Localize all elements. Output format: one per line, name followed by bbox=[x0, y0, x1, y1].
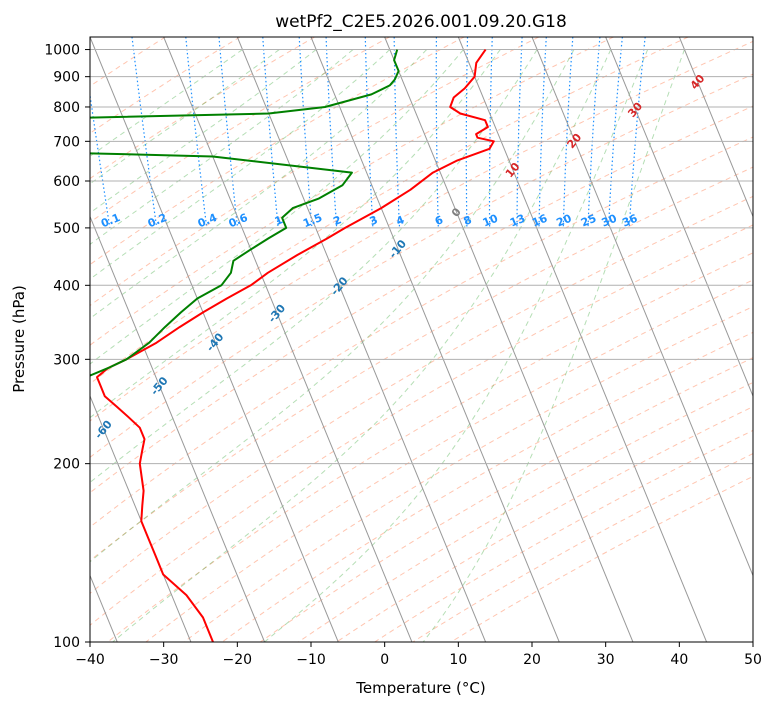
x-tick-label: 10 bbox=[449, 652, 467, 668]
isotherm bbox=[236, 37, 487, 642]
mixing-ratio-line bbox=[185, 37, 208, 228]
moist-adiabat bbox=[90, 49, 501, 419]
temperature-line bbox=[96, 49, 495, 642]
mixing-ratio-line bbox=[607, 37, 623, 228]
moist-adiabat bbox=[112, 49, 612, 642]
isotherm bbox=[678, 37, 753, 218]
mixing-ratio-line bbox=[218, 37, 239, 228]
x-tick-label: −40 bbox=[75, 652, 105, 668]
moist-adiabats bbox=[90, 49, 685, 642]
dry-adiabat bbox=[90, 37, 465, 266]
y-tick-label: 700 bbox=[53, 134, 80, 150]
pressure-gridlines bbox=[90, 49, 753, 642]
isotherm bbox=[752, 37, 753, 39]
moist-adiabat bbox=[90, 49, 538, 484]
y-axis: 100 200 300 400 500 600 700 800 900 1000 bbox=[44, 43, 90, 651]
isotherm bbox=[457, 37, 708, 642]
mixing-ratio-label: 13 bbox=[508, 212, 527, 230]
dry-adiabat bbox=[90, 37, 390, 223]
dry-adiabat bbox=[107, 252, 753, 642]
mixing-ratio-label: 16 bbox=[530, 212, 549, 230]
x-tick-label: 30 bbox=[597, 652, 615, 668]
y-tick-label: 600 bbox=[53, 174, 80, 190]
y-tick-label: 100 bbox=[53, 635, 80, 651]
x-axis: −40 −30 −20 −10 0 10 20 30 40 50 bbox=[75, 642, 762, 668]
isotherm bbox=[384, 37, 634, 642]
mixing-ratio-label: 25 bbox=[579, 212, 598, 230]
x-axis-title: Temperature (°C) bbox=[355, 679, 485, 697]
skewed-isotherms bbox=[90, 37, 753, 642]
mixing-ratio-label: 3 bbox=[368, 213, 380, 228]
isotherm bbox=[90, 37, 339, 642]
x-tick-label: −20 bbox=[223, 652, 253, 668]
y-tick-label: 200 bbox=[53, 457, 80, 473]
isotherm bbox=[90, 215, 266, 642]
dry-adiabat bbox=[90, 40, 753, 422]
x-tick-label: 0 bbox=[380, 652, 389, 668]
chart-title: wetPf2_C2E5.2026.001.09.20.G18 bbox=[275, 12, 567, 32]
moist-adiabat bbox=[90, 49, 317, 214]
dewpoint-line bbox=[90, 49, 400, 377]
moist-adiabat bbox=[264, 49, 649, 642]
dry-adiabat bbox=[90, 73, 753, 458]
moist-adiabat bbox=[90, 49, 243, 157]
mixing-ratio-label: 20 bbox=[554, 212, 573, 230]
dry-adiabat bbox=[183, 305, 753, 642]
dry-adiabats bbox=[90, 37, 753, 642]
moist-adiabat bbox=[90, 49, 575, 563]
mixing-ratio-line bbox=[262, 37, 279, 228]
y-tick-label: 400 bbox=[53, 278, 80, 294]
dry-adiabat bbox=[90, 105, 753, 494]
y-tick-label: 1000 bbox=[44, 43, 80, 59]
dry-adiabat bbox=[90, 37, 315, 180]
x-tick-label: 40 bbox=[670, 652, 688, 668]
y-tick-label: 900 bbox=[53, 70, 80, 86]
isotherm bbox=[605, 37, 753, 398]
moist-adiabat bbox=[90, 49, 354, 245]
isotherm bbox=[531, 37, 753, 577]
moist-adiabat bbox=[90, 49, 280, 185]
moist-adiabat bbox=[422, 49, 685, 642]
y-tick-label: 800 bbox=[53, 100, 80, 116]
mixing-ratio-line bbox=[90, 91, 111, 228]
dry-adiabat bbox=[260, 357, 753, 642]
mixing-ratio-label: 30 bbox=[600, 212, 619, 230]
moist-adiabat bbox=[90, 49, 428, 320]
mixing-ratio-label: 2 bbox=[331, 213, 343, 228]
dry-adiabat bbox=[90, 37, 540, 307]
plot-area: -100-90-80-70-60-50-40-30-20-10010203040… bbox=[90, 37, 753, 642]
x-tick-label: −30 bbox=[149, 652, 179, 668]
moist-adiabat bbox=[90, 49, 464, 365]
dry-adiabat bbox=[90, 37, 614, 346]
mixing-ratio-label: 8 bbox=[462, 213, 474, 228]
x-tick-label: 20 bbox=[523, 652, 541, 668]
dry-adiabat bbox=[90, 195, 753, 594]
x-tick-label: 50 bbox=[744, 652, 762, 668]
mixing-ratio-label: 1 bbox=[273, 213, 285, 228]
dry-adiabat bbox=[90, 136, 753, 528]
mixing-ratio-label: 10 bbox=[481, 212, 500, 230]
plot-background bbox=[90, 37, 753, 642]
isotherm bbox=[310, 37, 560, 642]
isotherm bbox=[163, 37, 413, 642]
mixing-ratio-label: 36 bbox=[620, 212, 639, 230]
x-tick-label: −10 bbox=[296, 652, 326, 668]
y-tick-label: 300 bbox=[53, 352, 80, 368]
y-tick-label: 500 bbox=[53, 221, 80, 237]
plot-frame bbox=[89, 36, 754, 643]
y-axis-title: Pressure (hPa) bbox=[10, 285, 28, 393]
mixing-ratio-line bbox=[628, 37, 646, 228]
profile-lines bbox=[90, 49, 495, 642]
